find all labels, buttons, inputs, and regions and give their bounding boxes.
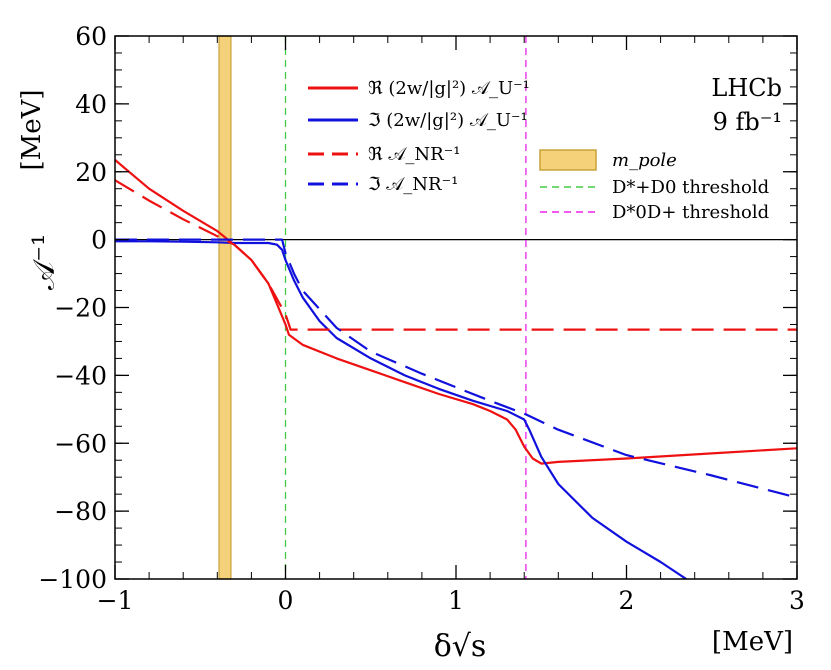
series-line-1 xyxy=(115,240,687,579)
y-tick-label: −60 xyxy=(54,429,107,458)
x-tick-label: −1 xyxy=(97,586,134,615)
legend-markers: m_pole D*+D0 threshold D*0D+ threshold xyxy=(539,149,769,223)
series-line-2 xyxy=(115,179,797,331)
x-tick-label: 1 xyxy=(448,586,464,615)
x-tick-label: 3 xyxy=(789,586,805,615)
legend-real-nr-label: ℜ 𝒜_NR⁻¹ xyxy=(368,144,460,165)
y-tick-label: 20 xyxy=(75,158,107,187)
x-unit-label: [MeV] xyxy=(712,627,793,657)
legend-pole-label: m_pole xyxy=(612,150,677,171)
legend-pole-swatch xyxy=(539,149,597,171)
y-tick-label: 40 xyxy=(75,90,107,119)
series-layer xyxy=(115,159,797,579)
pole-band xyxy=(218,35,232,580)
y-tick-label: −100 xyxy=(38,565,107,594)
y-axis-title: 𝒜⁻¹ xyxy=(27,234,62,290)
legend-magenta-threshold-label: D*0D+ threshold xyxy=(612,202,769,223)
y-tick-label: −20 xyxy=(54,294,107,323)
y-tick-label: −80 xyxy=(54,497,107,526)
series-line-3 xyxy=(115,238,797,499)
x-axis-title: δ√s xyxy=(434,629,487,664)
legend-imag-nr-label: ℑ 𝒜_NR⁻¹ xyxy=(368,174,458,195)
legend-real-u-label: ℜ (2w/|g|²) 𝒜_U⁻¹ xyxy=(368,78,530,99)
y-tick-label: 60 xyxy=(75,22,107,51)
threshold-lines-layer xyxy=(284,36,527,579)
legend-green-threshold-label: D*+D0 threshold xyxy=(612,177,769,198)
luminosity-label: 9 fb⁻¹ xyxy=(713,108,782,136)
legend-curves: ℜ (2w/|g|²) 𝒜_U⁻¹ ℑ (2w/|g|²) 𝒜_U⁻¹ ℜ 𝒜_… xyxy=(308,78,530,195)
legend-imag-u-label: ℑ (2w/|g|²) 𝒜_U⁻¹ xyxy=(368,110,528,131)
y-tick-label: −40 xyxy=(54,361,107,390)
experiment-label: LHCb xyxy=(711,74,782,102)
pole-band-layer xyxy=(218,35,232,580)
tick-layer: −1 0 1 2 3 60 40 20 0 −20 −40 −60 −80 −100 xyxy=(38,22,805,615)
y-unit-label: [MeV] xyxy=(17,89,47,170)
x-tick-label: 0 xyxy=(278,586,294,615)
x-tick-label: 2 xyxy=(619,586,635,615)
y-tick-label: 0 xyxy=(91,226,107,255)
